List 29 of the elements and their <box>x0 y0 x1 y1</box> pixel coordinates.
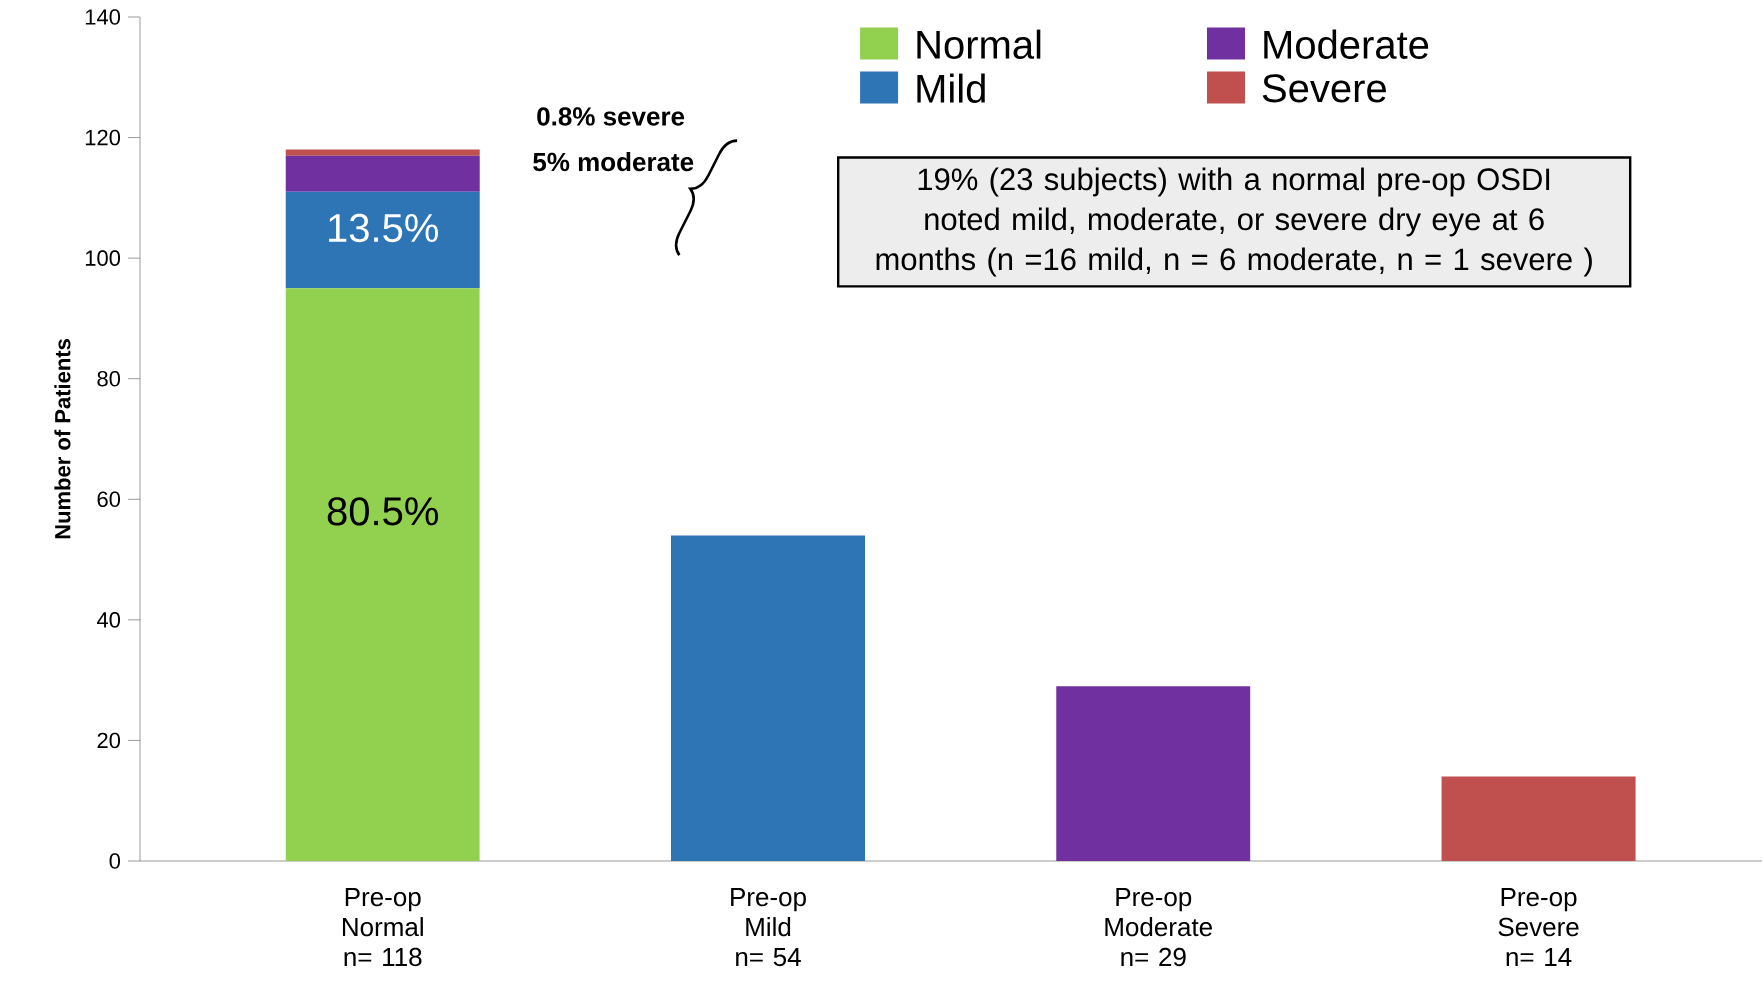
annotation: 19% (23 subjects) with a normal pre-op OSDI noted mild, moderate, or severe dry eye at 6 months (n =16 mild, n = 6 moderate, n = 1 severe ) <box>876 167 1592 277</box>
bar <box>1056 686 1251 862</box>
bar <box>285 155 480 192</box>
bar <box>285 288 480 862</box>
y-tick-label: 40 <box>96 612 121 628</box>
x-tick-label: Pre-op Moderate n= 29 <box>1105 888 1212 967</box>
y-tick-label: 100 <box>85 250 121 266</box>
annotation: 0.8% severe <box>537 107 685 126</box>
bar <box>285 191 480 289</box>
y-tick-label: 140 <box>85 9 121 25</box>
annotation: 80.5% <box>327 497 438 526</box>
bar <box>1441 776 1636 862</box>
y-tick-label: 60 <box>97 491 121 508</box>
y-tick-label: 120 <box>85 129 121 146</box>
x-tick-label: Pre-op Mild n= 54 <box>731 888 806 967</box>
legend-label: Mild <box>917 73 985 103</box>
legend-label: Normal <box>917 29 1041 59</box>
x-tick-label: Pre-op Severe n= 14 <box>1498 888 1579 966</box>
legend-label: Severe <box>1262 74 1386 103</box>
y-tick-label: 20 <box>97 732 121 749</box>
y-tick-label: 0 <box>109 853 121 869</box>
y-tick-label: 80 <box>97 370 121 387</box>
y-axis-title: Number of Patients <box>54 339 71 539</box>
annotation: 13.5% <box>329 213 438 243</box>
legend-label: Moderate <box>1264 29 1429 59</box>
bar <box>671 535 866 862</box>
x-tick-label: Pre-op Normal n= 118 <box>342 888 423 967</box>
annotation: 5% moderate <box>533 152 694 172</box>
bar <box>285 149 480 156</box>
